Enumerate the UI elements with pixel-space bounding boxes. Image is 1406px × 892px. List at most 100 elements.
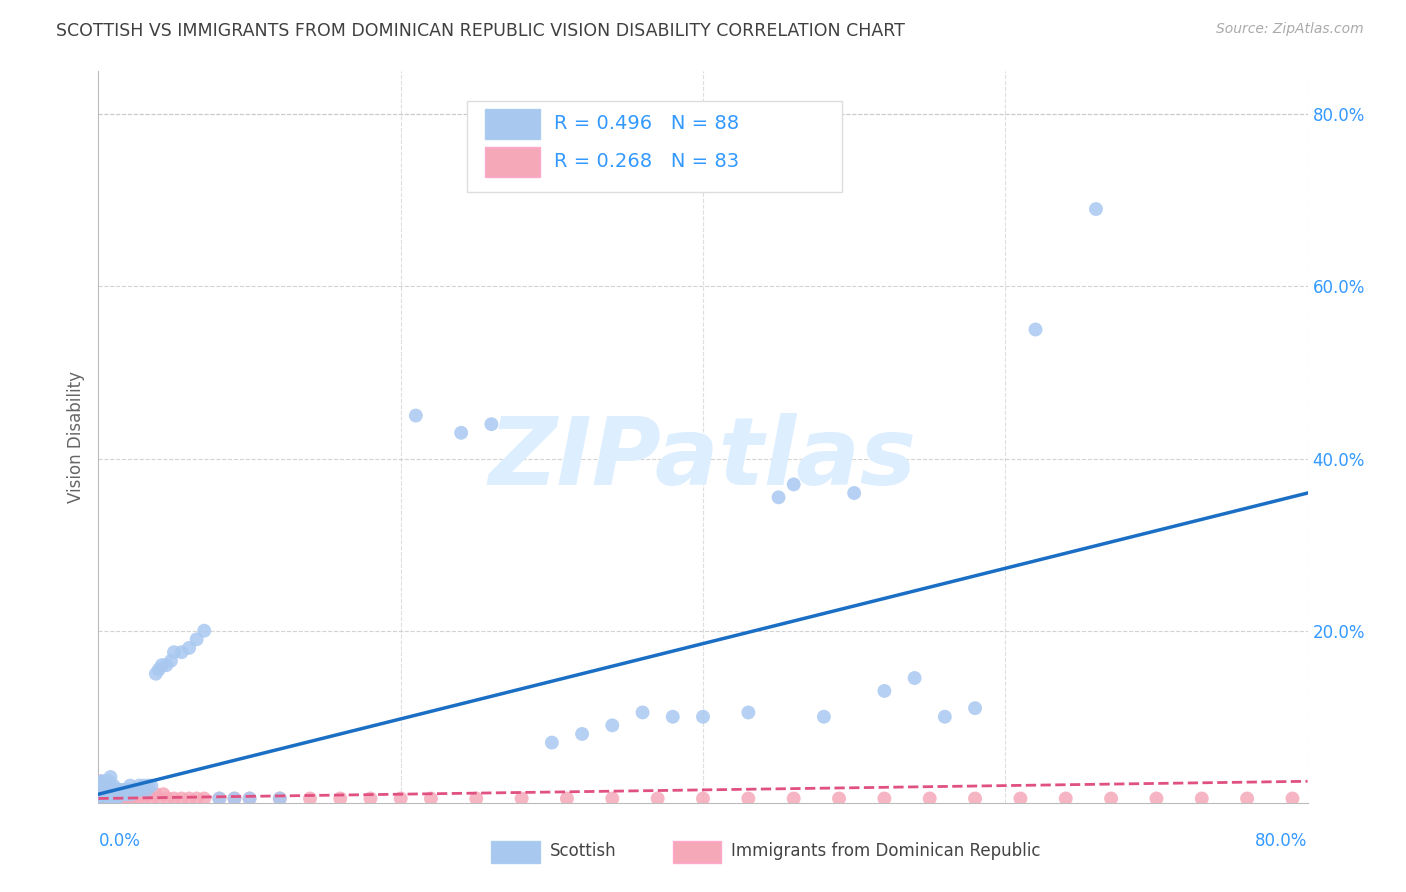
Point: [118, 791, 141, 805]
Point: [1191, 791, 1213, 805]
Point: [150, 658, 173, 673]
Point: [1372, 791, 1395, 805]
Point: [114, 791, 136, 805]
Point: [93, 774, 115, 789]
Point: [737, 706, 759, 720]
Point: [93, 791, 115, 805]
Point: [1327, 791, 1350, 805]
Point: [90, 787, 112, 801]
Point: [145, 666, 167, 681]
Point: [193, 624, 215, 638]
Point: [111, 783, 134, 797]
Point: [121, 787, 143, 801]
Point: [768, 491, 790, 505]
Point: [96, 791, 118, 805]
Point: [96, 791, 118, 805]
Bar: [672, 841, 721, 863]
Point: [163, 645, 186, 659]
Text: Immigrants from Dominican Republic: Immigrants from Dominican Republic: [731, 842, 1040, 860]
Point: [93, 779, 115, 793]
Point: [93, 787, 115, 801]
Point: [170, 791, 193, 805]
Point: [100, 791, 122, 805]
Text: R = 0.496   N = 88: R = 0.496 N = 88: [554, 114, 740, 133]
Point: [510, 791, 533, 805]
Point: [120, 779, 142, 793]
Point: [91, 783, 114, 797]
Point: [91, 787, 114, 801]
Point: [1054, 791, 1077, 805]
Point: [93, 783, 115, 797]
Point: [104, 787, 127, 801]
Point: [141, 791, 163, 805]
Point: [918, 791, 941, 805]
Point: [783, 477, 806, 491]
Point: [118, 783, 141, 797]
Point: [239, 791, 262, 805]
Point: [1236, 791, 1258, 805]
Point: [828, 791, 851, 805]
Text: 0.0%: 0.0%: [98, 832, 141, 850]
Point: [127, 783, 149, 797]
Point: [103, 791, 125, 805]
Point: [107, 787, 129, 801]
Point: [90, 787, 112, 801]
Point: [110, 787, 132, 801]
Point: [98, 791, 121, 805]
Point: [904, 671, 927, 685]
Point: [93, 787, 115, 801]
Point: [208, 791, 231, 805]
Point: [965, 701, 987, 715]
Point: [91, 791, 114, 805]
Point: [96, 774, 118, 789]
Point: [1099, 791, 1122, 805]
Point: [148, 791, 170, 805]
Point: [141, 779, 163, 793]
Point: [124, 787, 146, 801]
Point: [239, 791, 262, 805]
Point: [90, 791, 112, 805]
Point: [1010, 791, 1032, 805]
Point: [329, 791, 352, 805]
Point: [91, 779, 114, 793]
Point: [89, 779, 111, 793]
Point: [98, 783, 121, 797]
Point: [132, 791, 155, 805]
Point: [465, 791, 488, 805]
Point: [481, 417, 503, 432]
Point: [107, 787, 129, 801]
Point: [269, 791, 291, 805]
Point: [148, 662, 170, 676]
Point: [98, 791, 121, 805]
Point: [90, 791, 112, 805]
Point: [602, 718, 624, 732]
Point: [91, 779, 114, 793]
Point: [160, 654, 183, 668]
Point: [101, 791, 124, 805]
Point: [94, 783, 117, 797]
Point: [170, 645, 193, 659]
Point: [224, 791, 246, 805]
Point: [100, 770, 122, 784]
Point: [91, 791, 114, 805]
Point: [93, 791, 115, 805]
Point: [91, 787, 114, 801]
Point: [129, 783, 152, 797]
Point: [89, 783, 111, 797]
Point: [125, 783, 148, 797]
Point: [110, 787, 132, 801]
Point: [1085, 202, 1108, 216]
Bar: [485, 146, 540, 178]
Point: [100, 791, 122, 805]
Point: [844, 486, 866, 500]
Point: [540, 735, 562, 749]
Point: [111, 791, 134, 805]
Point: [94, 779, 117, 793]
Point: [389, 791, 412, 805]
Point: [90, 783, 112, 797]
Point: [128, 779, 150, 793]
Point: [104, 791, 127, 805]
Text: Source: ZipAtlas.com: Source: ZipAtlas.com: [1216, 22, 1364, 37]
Point: [89, 774, 111, 789]
Point: [112, 787, 135, 801]
